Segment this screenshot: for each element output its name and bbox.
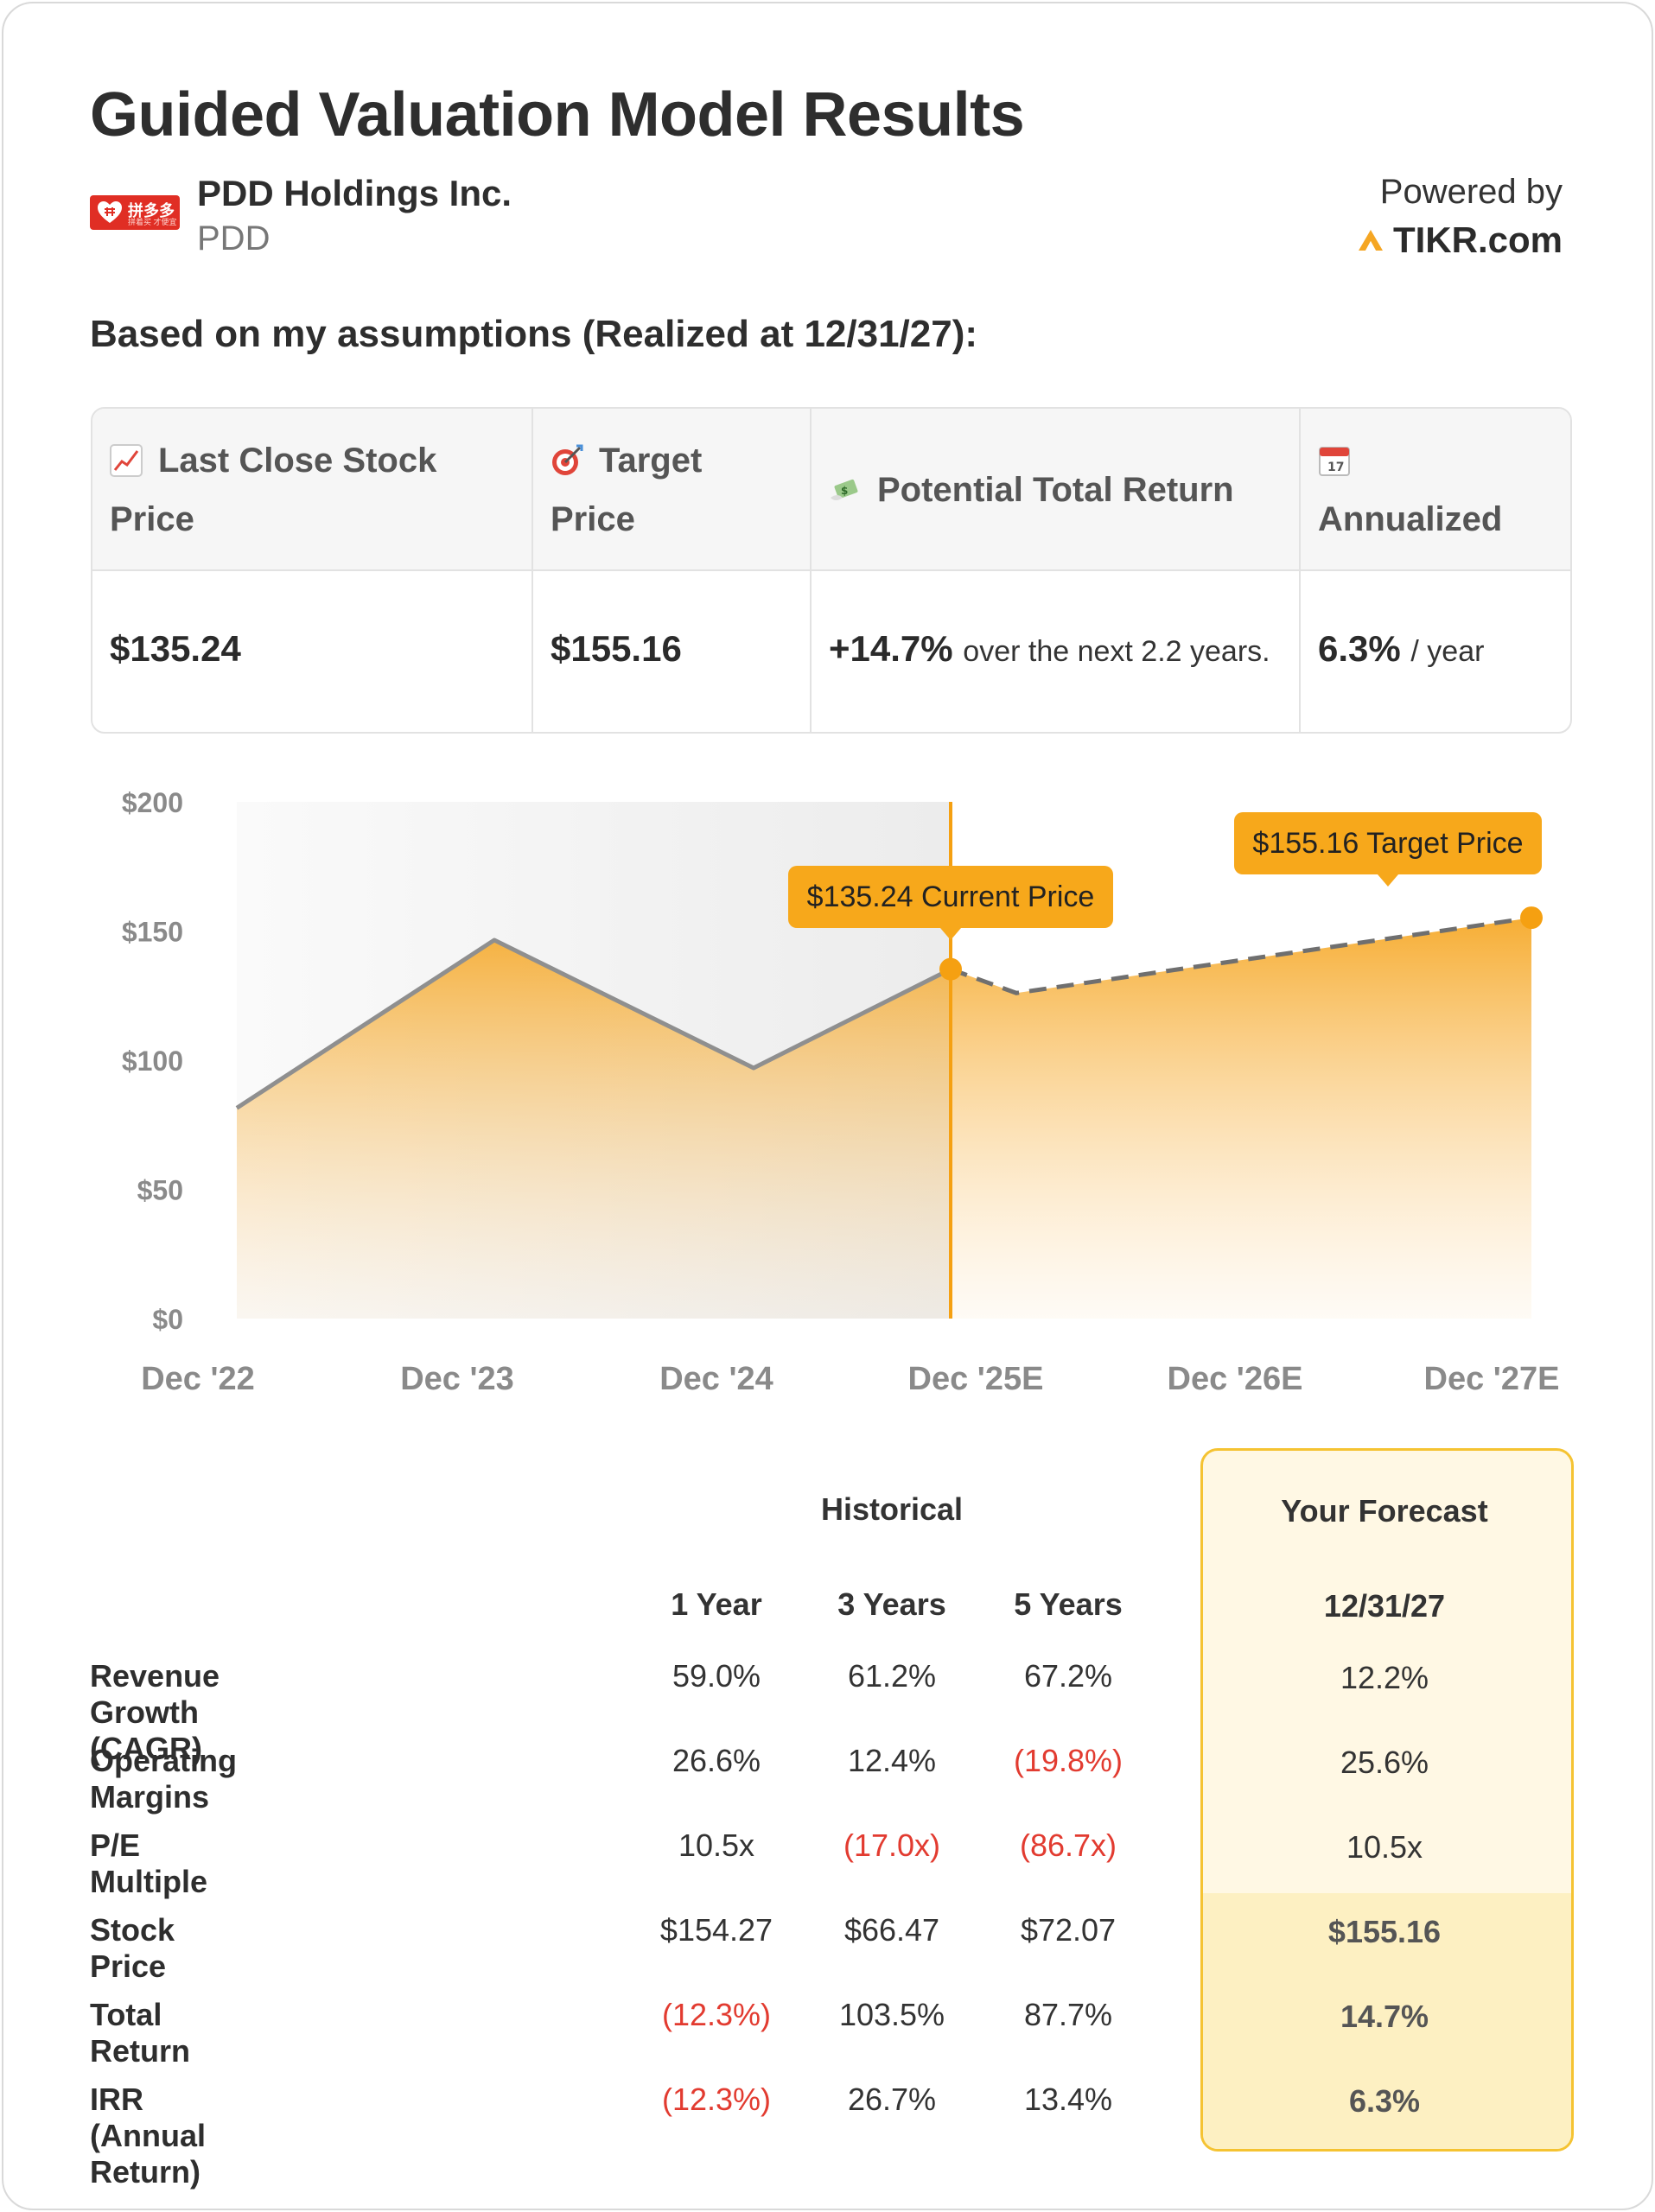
current-price-point — [939, 957, 962, 981]
calendar-icon: 17 — [1319, 447, 1350, 476]
historical-value: (12.3%) — [661, 2082, 772, 2117]
x-tick-label: Dec '27E — [1424, 1361, 1560, 1397]
historical-value: $66.47 — [843, 1912, 940, 1948]
y-tick-label: $200 — [122, 787, 183, 818]
target-icon — [552, 444, 583, 475]
x-tick-label: Dec '23 — [400, 1361, 514, 1397]
summary-header-row — [92, 409, 1570, 571]
historical-value: $154.27 — [659, 1912, 773, 1948]
assumptions-heading: Based on my assumptions (Realized at 12/… — [90, 313, 978, 355]
forecast-value: $155.16 — [1327, 1914, 1442, 1949]
header-total-return: $ Potential Total Return — [829, 461, 1234, 519]
current-price-callout-pointer — [940, 928, 961, 940]
company-name: PDD Holdings Inc. — [197, 173, 512, 213]
historical-value: (19.8%) — [1013, 1743, 1123, 1778]
price-chart: $0 $50 $100 $150 $200 Dec '22 Dec '23 Dec '24 De… — [122, 787, 1560, 1397]
forecast-value: 25.6% — [1340, 1745, 1429, 1780]
forecast-value: 10.5x — [1346, 1829, 1423, 1865]
historical-value: (12.3%) — [661, 1997, 772, 2032]
target-price-point — [1520, 906, 1543, 930]
forecast-value: 14.7% — [1340, 1999, 1429, 2034]
target-price-callout-label: $155.16 Target Price — [1252, 827, 1523, 860]
historical-value: $72.07 — [1020, 1912, 1117, 1948]
x-tick-label: Dec '26E — [1168, 1361, 1303, 1397]
historical-value: 12.4% — [847, 1743, 937, 1778]
historical-value: 10.5x — [678, 1827, 755, 1863]
forecast-highlight — [1203, 1893, 1571, 2149]
svg-text:$: $ — [841, 485, 848, 497]
tikr-logo-icon — [1358, 230, 1383, 251]
column-header: 1 Year — [671, 1586, 762, 1622]
chart-increasing-icon — [110, 444, 143, 477]
heart-logo-icon — [98, 201, 122, 223]
column-header: 3 Years — [837, 1586, 946, 1622]
target-price-callout-box — [1234, 812, 1542, 874]
target-price-value: $155.16 — [551, 628, 682, 669]
row-label: Revenue Growth (CAGR) — [90, 1658, 220, 1766]
page-title: Guided Valuation Model Results — [90, 80, 1025, 149]
brand-name: TIKR.com — [1392, 219, 1563, 260]
historical-value: 87.7% — [1023, 1997, 1113, 2032]
column-divider — [532, 409, 533, 732]
powered-by-label: Powered by — [1379, 173, 1563, 211]
forecast-value: 6.3% — [1348, 2083, 1421, 2119]
column-divider — [810, 409, 812, 732]
header-target-price: Target Price — [551, 442, 703, 538]
historical-value: (17.0x) — [843, 1827, 941, 1863]
forecast-panel — [1200, 1448, 1574, 2152]
historical-value: (86.7x) — [1019, 1827, 1117, 1863]
forecast-value: 12.2% — [1340, 1660, 1429, 1695]
header-last-close: Last Close Stock Price — [110, 442, 437, 538]
x-tick-label: Dec '22 — [141, 1361, 255, 1397]
company-logo: 拼多多 拼着买 才便宜 — [90, 195, 180, 230]
historical-value: 13.4% — [1023, 2082, 1113, 2117]
forecast-price-line — [950, 915, 1532, 995]
logo-wordmark: 拼多多 — [128, 202, 175, 219]
forecast-date-header: 12/31/27 — [1323, 1588, 1446, 1624]
historical-header: Historical — [820, 1491, 964, 1527]
row-label: Stock Price — [90, 1912, 175, 1984]
total-return-value: +14.7% over the next 2.2 years. — [829, 628, 1270, 669]
tikr-brand[interactable]: TIKR.com — [1357, 219, 1563, 261]
y-tick-label: $0 — [152, 1304, 183, 1335]
price-area — [237, 918, 1531, 1319]
current-price-callout-box — [788, 866, 1113, 928]
historical-value: 59.0% — [672, 1658, 761, 1694]
historical-value: 26.7% — [847, 2082, 937, 2117]
historical-value: 67.2% — [1023, 1658, 1113, 1694]
forecast-header: Your Forecast — [1281, 1493, 1488, 1529]
y-tick-label: $100 — [122, 1046, 183, 1077]
row-label: Operating Margins — [90, 1743, 238, 1815]
money-with-wings-icon: $ — [831, 479, 858, 500]
header-annualized: 17 Annualized — [1318, 431, 1502, 549]
historical-value: 61.2% — [847, 1658, 937, 1694]
row-label: Total Return — [90, 1997, 190, 2069]
y-tick-label: $50 — [137, 1175, 183, 1206]
historical-value: 26.6% — [672, 1743, 761, 1778]
y-tick-label: $150 — [122, 917, 183, 948]
ticker-symbol: PDD — [197, 219, 271, 257]
target-price-callout-pointer — [1378, 874, 1398, 887]
x-tick-label: Dec '25E — [908, 1361, 1044, 1397]
logo-tagline: 拼着买 才便宜 — [128, 218, 177, 226]
column-divider — [1299, 409, 1301, 732]
row-label: IRR (Annual Return) — [90, 2082, 206, 2190]
annualized-value: 6.3% / year — [1318, 628, 1485, 669]
historical-value: 103.5% — [838, 1997, 945, 2032]
summary-table: Last Close Stock Price Target Price $ Pote… — [91, 407, 1572, 734]
x-tick-label: Dec '24 — [659, 1361, 773, 1397]
svg-text:17: 17 — [1327, 461, 1344, 474]
current-price-callout-label: $135.24 Current Price — [807, 880, 1095, 913]
historical-price-line — [235, 938, 952, 1110]
last-close-value: $135.24 — [110, 628, 241, 669]
row-label: P/E Multiple — [90, 1827, 207, 1899]
column-header: 5 Years — [1014, 1586, 1123, 1622]
